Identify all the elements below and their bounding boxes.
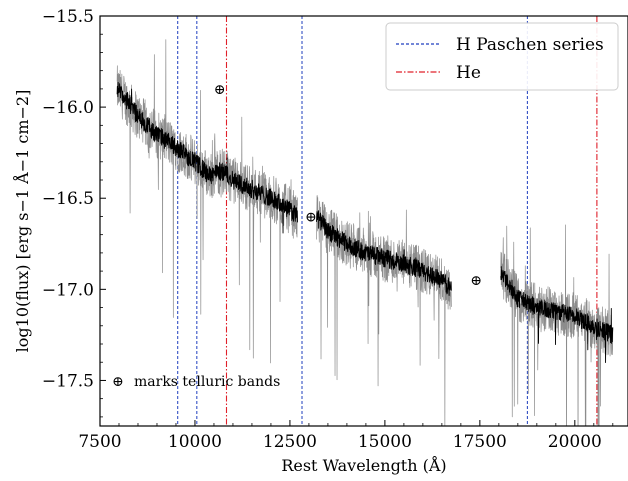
smoothed-spectrum-segment-1 [316,210,452,296]
legend-label-paschen: H Paschen series [456,35,604,55]
x-axis-ticks: 7500 10000 12500 15000 17500 20000 [78,420,614,452]
y-axis-ticks: −15.5 −16.0 −16.5 −17.0 −17.5 [42,7,106,418]
x-tick-label-1: 10000 [168,432,222,452]
x-tick-label-3: 15000 [358,432,412,452]
smoothed-spectrum-segment-0 [116,81,298,234]
legend: H Paschen series He [385,22,619,91]
paschen-lines [177,16,528,426]
x-tick-label-2: 12500 [263,432,317,452]
x-tick-label-5: 20000 [548,432,602,452]
y-tick-label-4: −17.5 [42,371,94,391]
telluric-note: ⊕ marks telluric bands [112,374,280,390]
x-tick-label-4: 17500 [453,432,507,452]
telluric-note-symbol: ⊕ [112,374,124,390]
telluric-note-text: marks telluric bands [134,374,280,390]
telluric-marker-2: ⊕ [470,273,482,289]
telluric-marker-0: ⊕ [214,82,226,98]
smoothed-spectrum-segment-2 [500,266,614,363]
y-tick-label-0: −15.5 [42,7,94,27]
y-axis-label: log10(flux) [erg s−1 Å−1 cm−2] [12,90,32,353]
x-axis-label: Rest Wavelength (Å) [281,455,446,475]
plot-frame [99,15,628,427]
legend-box [385,22,619,91]
helium-lines [225,16,598,426]
x-tick-label-0: 7500 [78,432,121,452]
y-tick-label-3: −17.0 [42,280,94,300]
telluric-marker-1: ⊕ [305,209,317,225]
smoothed-spectrum-series [116,81,614,363]
y-tick-label-1: −16.0 [42,98,94,118]
legend-label-helium: He [456,63,481,83]
y-tick-label-2: −16.5 [42,189,94,209]
telluric-markers: ⊕ ⊕ ⊕ [214,82,482,289]
